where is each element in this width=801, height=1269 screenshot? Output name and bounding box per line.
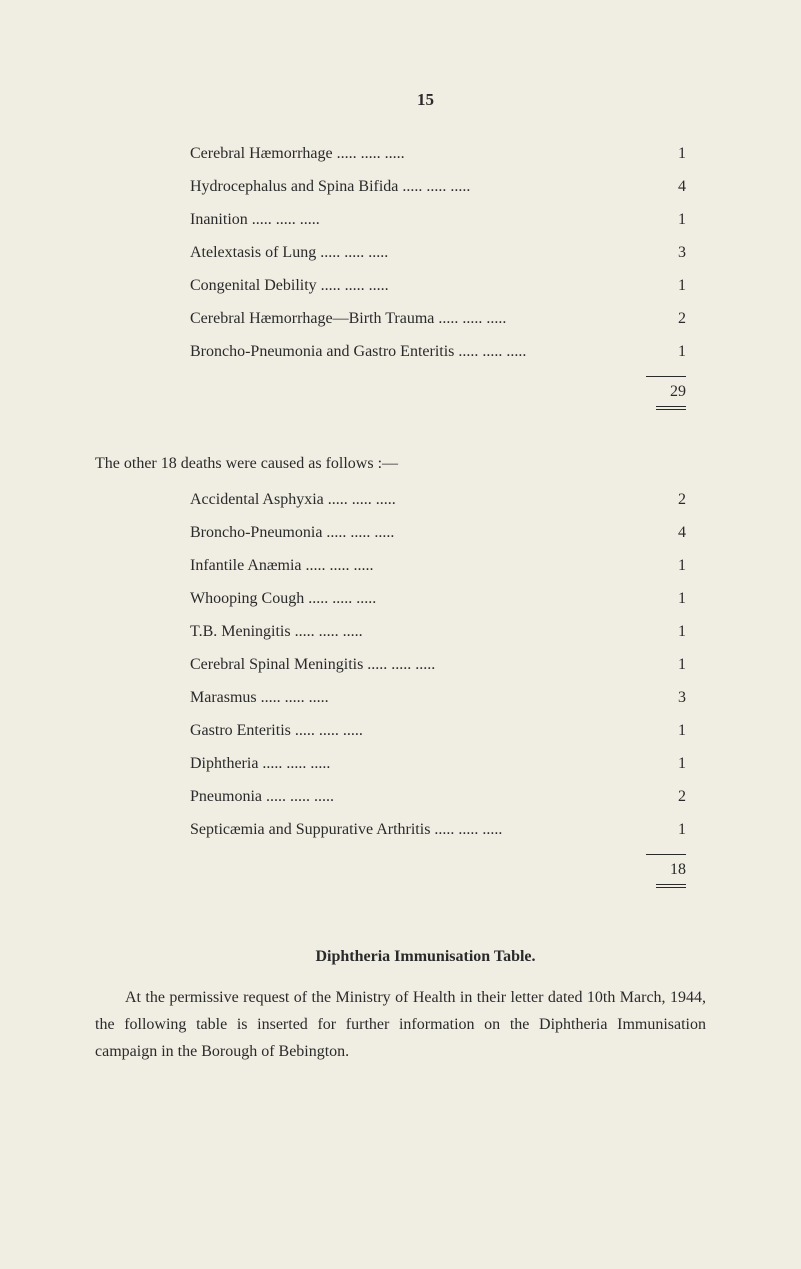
list-value: 1 bbox=[646, 557, 686, 575]
list-label: Septicæmia and Suppurative Arthritis ...… bbox=[190, 821, 646, 839]
list-value: 2 bbox=[646, 788, 686, 806]
body-paragraph: At the permissive request of the Ministr… bbox=[95, 984, 706, 1066]
list-label: Accidental Asphyxia ..... ..... ..... bbox=[190, 491, 646, 509]
total-value: 29 bbox=[646, 376, 686, 401]
causes-list-2: Accidental Asphyxia ..... ..... .....2Br… bbox=[190, 491, 686, 888]
list-row: Accidental Asphyxia ..... ..... .....2 bbox=[190, 491, 686, 509]
list-row: Marasmus ..... ..... .....3 bbox=[190, 689, 686, 707]
list-value: 1 bbox=[646, 211, 686, 229]
list-value: 1 bbox=[646, 343, 686, 361]
list-label: Congenital Debility ..... ..... ..... bbox=[190, 277, 646, 295]
list-label: Pneumonia ..... ..... ..... bbox=[190, 788, 646, 806]
section-title: Diphtheria Immunisation Table. bbox=[145, 948, 706, 966]
list-label: T.B. Meningitis ..... ..... ..... bbox=[190, 623, 646, 641]
list-value: 2 bbox=[646, 310, 686, 328]
causes-list-1: Cerebral Hæmorrhage ..... ..... .....1Hy… bbox=[190, 145, 686, 410]
list-value: 1 bbox=[646, 755, 686, 773]
list-value: 1 bbox=[646, 623, 686, 641]
list-value: 1 bbox=[646, 656, 686, 674]
list-row: Inanition ..... ..... .....1 bbox=[190, 211, 686, 229]
list-row: Diphtheria ..... ..... .....1 bbox=[190, 755, 686, 773]
list-value: 1 bbox=[646, 590, 686, 608]
list-value: 1 bbox=[646, 722, 686, 740]
double-rule bbox=[190, 406, 686, 410]
list-value: 4 bbox=[646, 178, 686, 196]
list-label: Marasmus ..... ..... ..... bbox=[190, 689, 646, 707]
list-label: Cerebral Hæmorrhage—Birth Trauma ..... .… bbox=[190, 310, 646, 328]
total-row: 29 bbox=[190, 376, 686, 401]
total-row: 18 bbox=[190, 854, 686, 879]
list-row: Broncho-Pneumonia and Gastro Enteritis .… bbox=[190, 343, 686, 361]
list-row: Septicæmia and Suppurative Arthritis ...… bbox=[190, 821, 686, 839]
list-value: 4 bbox=[646, 524, 686, 542]
list-label: Broncho-Pneumonia and Gastro Enteritis .… bbox=[190, 343, 646, 361]
list-label: Diphtheria ..... ..... ..... bbox=[190, 755, 646, 773]
list-value: 2 bbox=[646, 491, 686, 509]
list-row: Whooping Cough ..... ..... .....1 bbox=[190, 590, 686, 608]
list-value: 1 bbox=[646, 145, 686, 163]
list-row: Infantile Anæmia ..... ..... .....1 bbox=[190, 557, 686, 575]
list-label: Cerebral Hæmorrhage ..... ..... ..... bbox=[190, 145, 646, 163]
list-value: 1 bbox=[646, 821, 686, 839]
list-row: Cerebral Spinal Meningitis ..... ..... .… bbox=[190, 656, 686, 674]
list-label: Gastro Enteritis ..... ..... ..... bbox=[190, 722, 646, 740]
page-number: 15 bbox=[145, 90, 706, 110]
list-row: Congenital Debility ..... ..... .....1 bbox=[190, 277, 686, 295]
list-value: 1 bbox=[646, 277, 686, 295]
list-value: 3 bbox=[646, 689, 686, 707]
list-row: Cerebral Hæmorrhage ..... ..... .....1 bbox=[190, 145, 686, 163]
list-value: 3 bbox=[646, 244, 686, 262]
list-row: Gastro Enteritis ..... ..... .....1 bbox=[190, 722, 686, 740]
section-intro: The other 18 deaths were caused as follo… bbox=[95, 455, 706, 473]
list-row: T.B. Meningitis ..... ..... .....1 bbox=[190, 623, 686, 641]
list-label: Cerebral Spinal Meningitis ..... ..... .… bbox=[190, 656, 646, 674]
list-label: Broncho-Pneumonia ..... ..... ..... bbox=[190, 524, 646, 542]
list-row: Broncho-Pneumonia ..... ..... .....4 bbox=[190, 524, 686, 542]
list-label: Atelextasis of Lung ..... ..... ..... bbox=[190, 244, 646, 262]
list-row: Pneumonia ..... ..... .....2 bbox=[190, 788, 686, 806]
total-value: 18 bbox=[646, 854, 686, 879]
list-label: Infantile Anæmia ..... ..... ..... bbox=[190, 557, 646, 575]
list-label: Hydrocephalus and Spina Bifida ..... ...… bbox=[190, 178, 646, 196]
list-label: Inanition ..... ..... ..... bbox=[190, 211, 646, 229]
list-label: Whooping Cough ..... ..... ..... bbox=[190, 590, 646, 608]
double-rule bbox=[190, 884, 686, 888]
list-row: Cerebral Hæmorrhage—Birth Trauma ..... .… bbox=[190, 310, 686, 328]
list-row: Atelextasis of Lung ..... ..... .....3 bbox=[190, 244, 686, 262]
list-row: Hydrocephalus and Spina Bifida ..... ...… bbox=[190, 178, 686, 196]
